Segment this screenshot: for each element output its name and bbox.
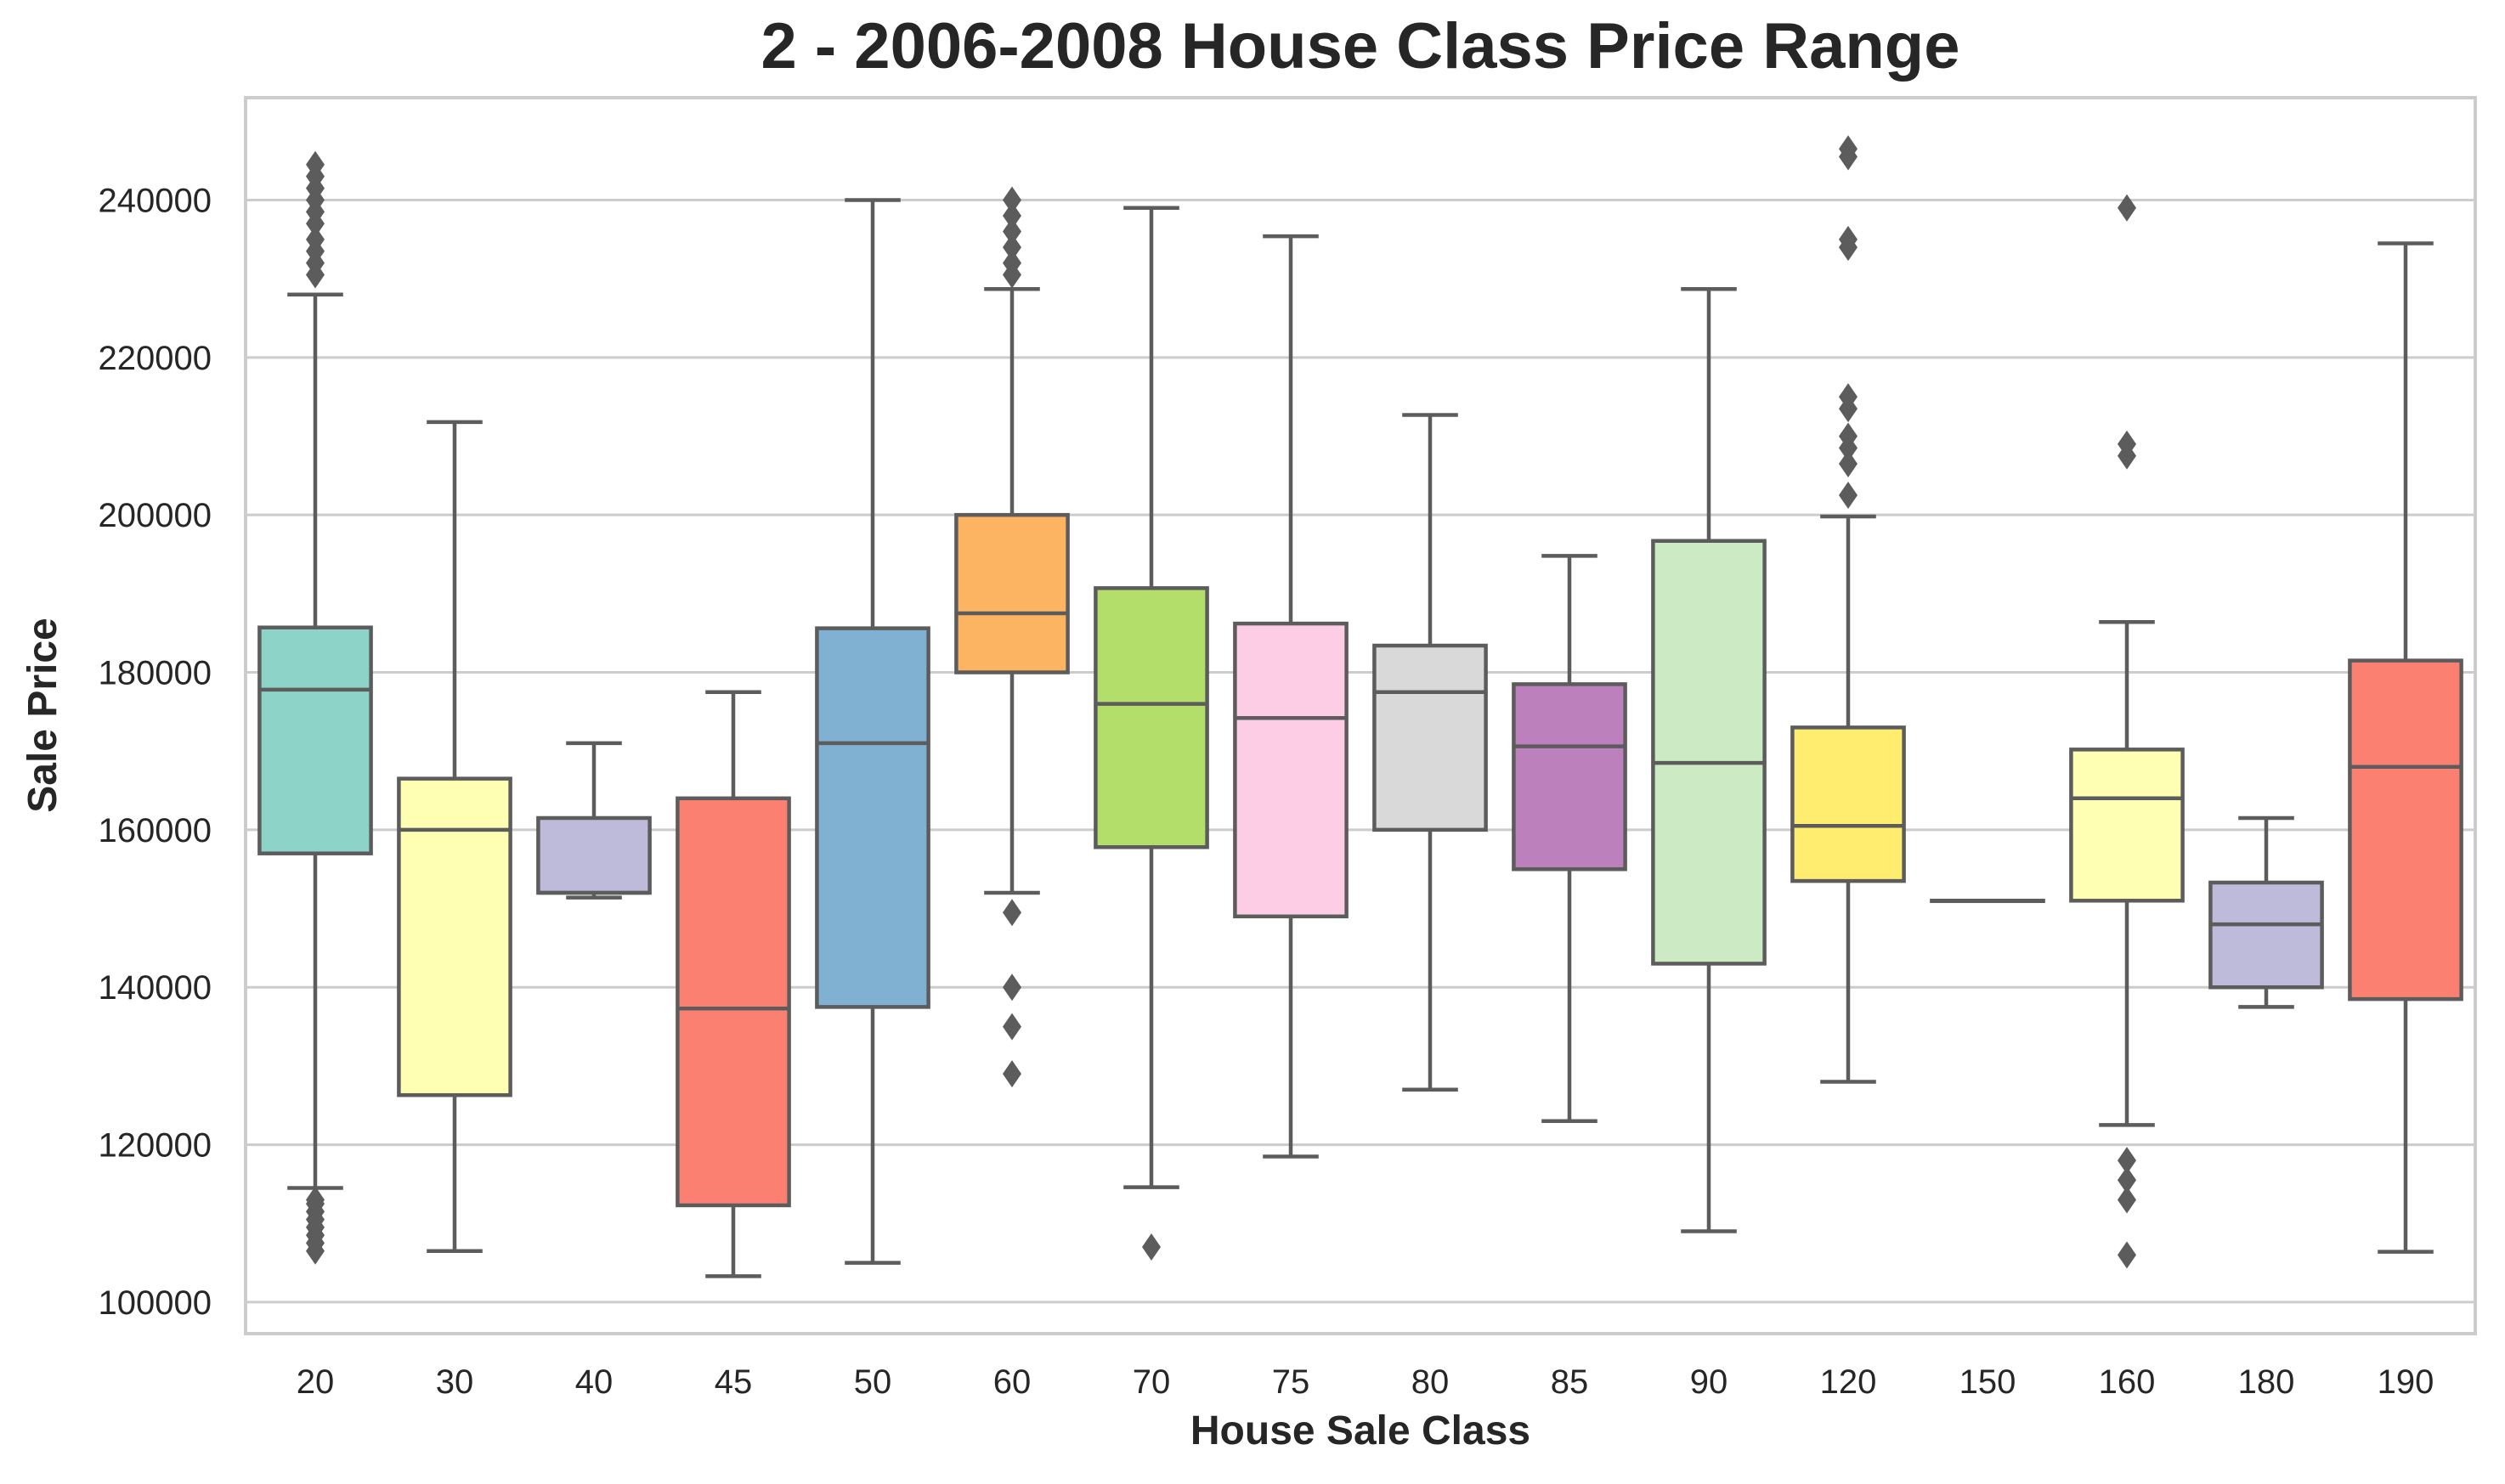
y-tick-label: 160000 [99,812,212,849]
x-tick-label: 40 [575,1363,614,1401]
box-group-45 [676,690,791,1278]
box [954,512,1070,674]
box-group-40 [536,741,652,900]
y-tick-label: 140000 [99,969,212,1007]
box [1233,621,1349,919]
outlier-point [1142,1233,1161,1261]
plot-frame [244,96,2477,1335]
outlier-point [1839,225,1858,253]
x-tick-label: 120 [1820,1363,1877,1401]
outlier-point [2118,194,2136,222]
outlier-point [1003,973,1021,1002]
x-tick-label: 150 [1959,1363,2016,1401]
box-group-60 [954,186,1070,1088]
outlier-point [1003,202,1021,230]
outlier-point [1839,449,1858,477]
box-group-120 [1790,135,1906,1084]
outlier-point [1003,899,1021,927]
box [257,625,373,855]
y-axis-label: Sale Price [20,618,65,813]
outlier-point [2118,1166,2136,1194]
box-group-20 [257,150,373,1265]
outlier-point [1003,217,1021,245]
outlier-point [2118,1147,2136,1175]
box [2069,748,2185,903]
x-tick-label: 180 [2238,1363,2295,1401]
x-tick-label: 160 [2099,1363,2156,1401]
box [815,626,930,1009]
x-tick-label: 190 [2378,1363,2434,1401]
x-tick-label: 20 [297,1363,335,1401]
box-group-70 [1094,206,1209,1261]
box-group-180 [2208,815,2324,1009]
outlier-point [2118,1241,2136,1269]
y-tick-label: 240000 [99,182,212,219]
box [2348,658,2463,1002]
box-group-30 [397,420,512,1253]
x-tick-label: 80 [1411,1363,1450,1401]
box-group-160 [2069,194,2185,1269]
outlier-point [2118,1186,2136,1214]
y-tick-labels: 100000 120000 140000 160000 180000 200000 2200… [99,182,212,1321]
x-tick-label: 50 [854,1363,892,1401]
box [1651,539,1767,966]
x-axis-label: House Sale Class [1190,1408,1530,1453]
box-group-50 [815,198,930,1265]
y-tick-label: 100000 [99,1284,212,1322]
outlier-point [1839,135,1858,163]
box [2208,880,2324,990]
chart-title: 2 - 2006-2008 House Class Price Range [761,10,1960,82]
x-tick-label: 75 [1272,1363,1310,1401]
x-tick-label: 90 [1690,1363,1728,1401]
x-tick-label: 30 [436,1363,474,1401]
box-group-150 [1930,899,2045,904]
outlier-point [1003,1060,1021,1088]
y-tick-label: 120000 [99,1127,212,1165]
x-tick-label: 45 [715,1363,753,1401]
outlier-point [1003,249,1021,277]
x-tick-label: 85 [1551,1363,1589,1401]
outlier-point [1003,1013,1021,1041]
box [1372,643,1488,832]
box [1094,586,1209,849]
box-group-75 [1233,234,1349,1159]
outlier-point [306,225,325,253]
x-tick-label: 70 [1133,1363,1171,1401]
box [676,796,791,1208]
x-tick-label: 60 [993,1363,1032,1401]
outlier-point [1839,482,1858,510]
box-group-90 [1651,286,1767,1233]
box [397,776,512,1097]
box [536,815,652,895]
box [1790,725,1906,883]
y-tick-label: 180000 [99,655,212,692]
outlier-point [306,1186,325,1214]
box-group-190 [2348,241,2463,1254]
y-tick-label: 220000 [99,340,212,377]
box [1512,682,1627,872]
box-group-85 [1512,554,1627,1124]
y-tick-label: 200000 [99,497,212,534]
outlier-point [1839,422,1858,450]
x-tick-labels: 20 30 40 45 50 60 70 75 80 85 90 120 150 160 180 190 [297,1363,2434,1401]
box-group-80 [1372,413,1488,1092]
outlier-point [2118,430,2136,458]
outlier-point [1839,383,1858,411]
outlier-point [1003,186,1021,214]
outlier-point [1003,234,1021,262]
box-layer [257,135,2463,1278]
outlier-point [306,150,325,178]
